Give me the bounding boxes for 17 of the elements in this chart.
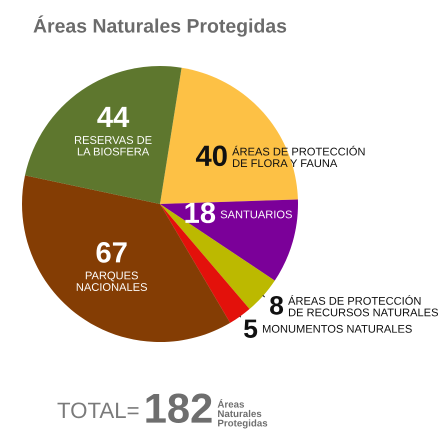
data-label: 5 — [244, 320, 258, 338]
pie-slice — [25, 66, 182, 204]
text: 182 — [146, 394, 212, 424]
slice-label: ÁREAS DE PROTECCIÓN DE RECURSOS NATURALES — [288, 295, 438, 316]
chart-title: Áreas Naturales Protegidas — [33, 15, 286, 37]
slice-label: PARQUES NACIONALES — [76, 272, 147, 291]
data-label: 67 — [96, 242, 127, 263]
slice-label: RESERVAS DE LA BIOSFERA — [74, 136, 152, 156]
data-label: 40 — [196, 146, 227, 166]
data-label: 44 — [97, 106, 130, 127]
slice-label: MONUMENTOS NATURALES — [262, 324, 412, 333]
pie-slice — [160, 199, 298, 281]
text: Áreas Naturales Protegidas — [218, 398, 268, 428]
slice-label: SANTUARIOS — [220, 210, 292, 218]
text: TOTAL= — [58, 402, 138, 418]
data-label: 18 — [185, 202, 216, 224]
data-label: 8 — [270, 296, 284, 315]
